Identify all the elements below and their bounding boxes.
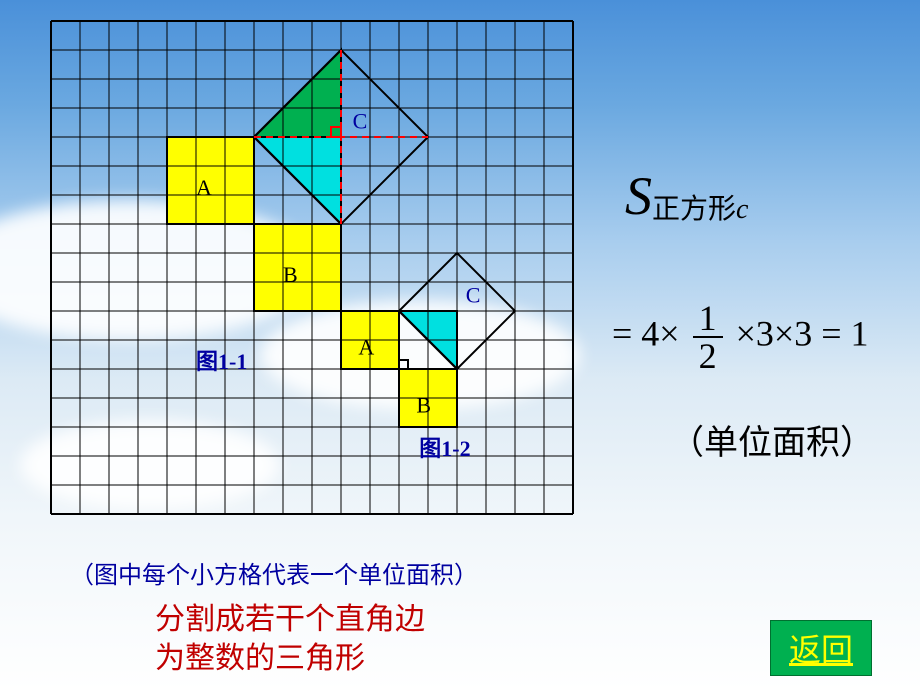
unit-area-label: （单位面积） (670, 415, 874, 464)
formula-S-symbol: S (625, 166, 652, 226)
equation-denominator: 2 (693, 338, 723, 374)
svg-text:图1-2: 图1-2 (419, 436, 470, 461)
formula-S: S正方形c (625, 165, 920, 227)
svg-text:C: C (466, 282, 481, 307)
svg-text:A: A (196, 175, 212, 200)
formula-S-subscript-c: c (736, 194, 748, 225)
svg-text:B: B (416, 393, 431, 418)
main-statement: 分割成若干个直角边 为整数的三角形 (155, 600, 425, 678)
area-equation: = 4× 1 2 ×3×3 = 1 (612, 300, 869, 374)
formula-S-subscript-cn: 正方形 (652, 194, 736, 225)
svg-text:A: A (358, 335, 374, 360)
svg-text:图1-1: 图1-1 (196, 349, 247, 374)
grid-caption: （图中每个小方格代表一个单位面积） (70, 555, 478, 590)
equation-fraction: 1 2 (693, 300, 723, 374)
equation-numerator: 1 (693, 300, 723, 338)
svg-text:C: C (353, 108, 368, 133)
statement-line-2: 为整数的三角形 (155, 642, 365, 675)
grid-diagram: A B C A B C 图1-1 图1-2 (50, 20, 574, 515)
equation-prefix: = 4× (612, 313, 680, 353)
statement-line-1: 分割成若干个直角边 (155, 603, 425, 636)
equation-suffix: ×3×3 = 1 (736, 313, 869, 353)
svg-text:B: B (283, 262, 298, 287)
return-button[interactable]: 返回 (770, 620, 872, 676)
